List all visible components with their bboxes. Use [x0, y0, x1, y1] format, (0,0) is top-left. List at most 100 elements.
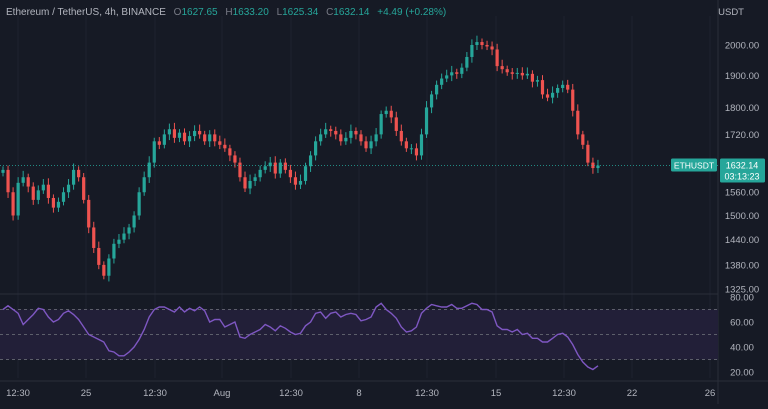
candle[interactable]	[56, 201, 61, 208]
candle[interactable]	[470, 45, 474, 57]
candle[interactable]	[319, 134, 323, 142]
candle[interactable]	[490, 46, 494, 50]
candle[interactable]	[556, 88, 560, 93]
candle[interactable]	[374, 134, 378, 142]
candle[interactable]	[314, 141, 318, 156]
candle[interactable]	[399, 130, 403, 142]
candle[interactable]	[77, 169, 81, 178]
candle[interactable]	[515, 72, 519, 74]
candle[interactable]	[329, 129, 333, 131]
candle[interactable]	[414, 148, 419, 156]
candle[interactable]	[112, 243, 116, 259]
candle[interactable]	[324, 129, 328, 135]
candle[interactable]	[1, 169, 5, 173]
candle[interactable]	[571, 89, 575, 111]
candle[interactable]	[41, 184, 45, 191]
candle[interactable]	[21, 177, 25, 183]
candle[interactable]	[122, 233, 126, 240]
candle[interactable]	[429, 94, 434, 108]
candle[interactable]	[16, 182, 20, 216]
candle[interactable]	[213, 134, 217, 142]
candle[interactable]	[66, 184, 71, 193]
candle[interactable]	[505, 69, 509, 73]
candle[interactable]	[208, 134, 212, 142]
candle[interactable]	[394, 117, 398, 131]
candle[interactable]	[389, 110, 393, 118]
candle[interactable]	[561, 84, 565, 89]
candle[interactable]	[445, 75, 449, 79]
candle[interactable]	[525, 73, 529, 76]
candle[interactable]	[132, 215, 136, 228]
candle[interactable]	[223, 144, 227, 149]
candle[interactable]	[339, 134, 343, 142]
candle[interactable]	[566, 84, 570, 90]
candle[interactable]	[591, 162, 595, 169]
candle[interactable]	[424, 107, 429, 135]
candle[interactable]	[167, 129, 171, 135]
candle[interactable]	[51, 197, 56, 208]
candle[interactable]	[11, 192, 15, 216]
candle[interactable]	[6, 169, 10, 193]
candle[interactable]	[293, 177, 298, 185]
candle[interactable]	[61, 192, 66, 202]
candle[interactable]	[384, 110, 388, 115]
candle[interactable]	[31, 186, 35, 200]
candle[interactable]	[187, 136, 192, 142]
candle[interactable]	[379, 114, 383, 135]
candle[interactable]	[535, 80, 540, 82]
candle[interactable]	[409, 148, 414, 150]
candle[interactable]	[162, 134, 166, 145]
candle[interactable]	[419, 134, 424, 156]
candle[interactable]	[334, 130, 338, 135]
candle[interactable]	[354, 130, 358, 135]
candle[interactable]	[460, 67, 464, 74]
candle[interactable]	[182, 132, 187, 142]
candle[interactable]	[540, 80, 545, 95]
candle[interactable]	[26, 177, 30, 187]
candle[interactable]	[298, 180, 303, 185]
candle[interactable]	[82, 177, 86, 200]
candle[interactable]	[192, 130, 197, 137]
candle[interactable]	[273, 162, 277, 174]
candle[interactable]	[177, 132, 182, 138]
candle[interactable]	[530, 73, 535, 82]
candle[interactable]	[510, 72, 514, 74]
candle[interactable]	[258, 169, 262, 178]
candle[interactable]	[87, 199, 91, 228]
candle[interactable]	[581, 134, 585, 145]
candle[interactable]	[127, 227, 131, 234]
candle[interactable]	[263, 166, 267, 170]
candle[interactable]	[440, 78, 444, 85]
candle[interactable]	[228, 148, 232, 156]
candle[interactable]	[586, 144, 590, 163]
candle[interactable]	[142, 177, 146, 193]
candle[interactable]	[455, 72, 459, 74]
candle[interactable]	[97, 247, 101, 265]
candle[interactable]	[596, 165, 600, 169]
candle[interactable]	[369, 141, 373, 149]
candle[interactable]	[253, 177, 257, 181]
candle[interactable]	[233, 155, 237, 163]
candle[interactable]	[485, 45, 489, 47]
candle[interactable]	[359, 134, 363, 142]
candle[interactable]	[450, 72, 454, 76]
candle[interactable]	[248, 180, 252, 189]
candle[interactable]	[278, 162, 282, 174]
candle[interactable]	[198, 130, 202, 135]
candle[interactable]	[344, 137, 348, 142]
candle[interactable]	[364, 141, 368, 149]
candle[interactable]	[308, 155, 313, 167]
candle[interactable]	[147, 162, 151, 178]
candle[interactable]	[465, 56, 469, 68]
candle[interactable]	[92, 227, 96, 248]
candle[interactable]	[102, 264, 106, 276]
candle[interactable]	[480, 42, 484, 45]
candle[interactable]	[550, 92, 555, 98]
candle[interactable]	[46, 184, 50, 198]
candle[interactable]	[157, 141, 161, 145]
candle[interactable]	[288, 169, 292, 178]
candle[interactable]	[243, 177, 247, 189]
candle[interactable]	[117, 239, 121, 244]
